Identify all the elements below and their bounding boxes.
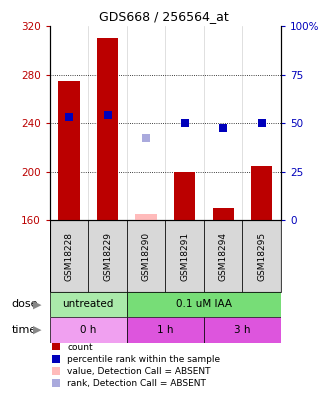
Bar (127, 220, 165, 292)
Text: GDS668 / 256564_at: GDS668 / 256564_at (99, 10, 229, 23)
Text: ▶: ▶ (33, 325, 41, 335)
Bar (204, 317, 281, 343)
Bar (88, 220, 127, 292)
Bar (97, 38, 118, 220)
Text: untreated: untreated (63, 300, 114, 309)
Text: 0 h: 0 h (80, 325, 97, 335)
Text: time: time (11, 325, 37, 335)
Text: 3 h: 3 h (234, 325, 251, 335)
Bar (251, 166, 272, 220)
Bar (50, 220, 88, 292)
Text: GSM18295: GSM18295 (257, 231, 266, 281)
Bar (213, 208, 234, 220)
Point (143, 134, 149, 141)
Bar (174, 172, 195, 220)
Point (66, 114, 72, 120)
Bar (58, 81, 80, 220)
Text: 1 h: 1 h (157, 325, 174, 335)
Bar (127, 317, 204, 343)
Text: GSM18290: GSM18290 (142, 231, 151, 281)
Bar (204, 220, 242, 292)
Text: ▶: ▶ (33, 300, 41, 309)
Bar (50, 292, 127, 317)
Bar (127, 292, 281, 317)
Point (259, 120, 264, 126)
Point (221, 125, 226, 131)
Legend: count, percentile rank within the sample, value, Detection Call = ABSENT, rank, : count, percentile rank within the sample… (52, 343, 221, 388)
Text: GSM18291: GSM18291 (180, 231, 189, 281)
Text: dose: dose (11, 300, 38, 309)
Text: GSM18229: GSM18229 (103, 232, 112, 281)
Bar (135, 214, 157, 220)
Point (182, 120, 187, 126)
Text: 0.1 uM IAA: 0.1 uM IAA (176, 300, 232, 309)
Text: GSM18228: GSM18228 (65, 232, 74, 281)
Bar (50, 317, 127, 343)
Text: GSM18294: GSM18294 (219, 232, 228, 281)
Bar (165, 220, 204, 292)
Bar (242, 220, 281, 292)
Point (105, 111, 110, 118)
